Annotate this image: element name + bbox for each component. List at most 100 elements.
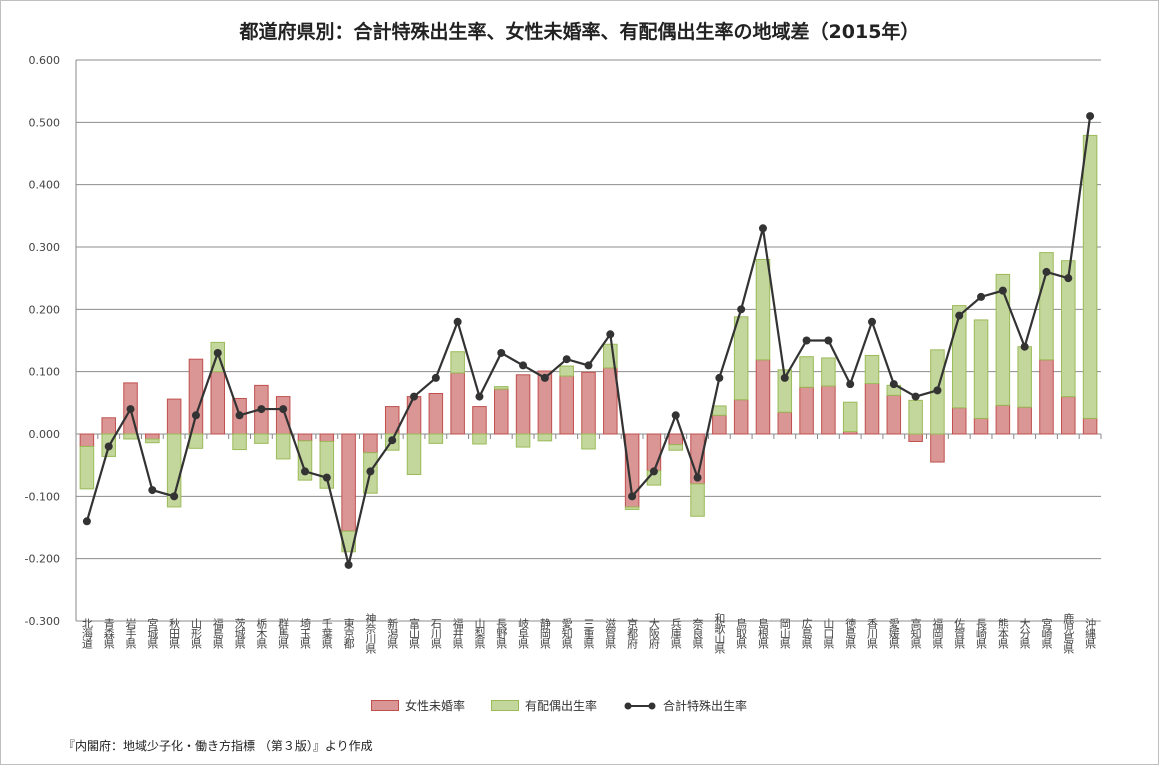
x-tick-label: 和歌山県 xyxy=(713,613,726,655)
x-tick-label: 徳島県 xyxy=(844,618,857,650)
bar-unmarried xyxy=(450,372,465,435)
bar-unmarried xyxy=(559,375,574,435)
x-tick-label: 群馬県 xyxy=(277,617,290,650)
x-tick-label: 京都府 xyxy=(626,617,639,650)
point-tfr xyxy=(519,361,528,370)
bar-unmarried xyxy=(166,398,182,435)
bar-marital-fertility xyxy=(799,356,814,388)
bar-unmarried xyxy=(995,404,1011,435)
legend-label: 女性未婚率 xyxy=(405,699,466,713)
x-tick-label: 宮城県 xyxy=(146,617,159,650)
x-tick-label: 愛媛県 xyxy=(887,618,900,650)
y-tick-label: 0.500 xyxy=(29,116,61,129)
point-tfr xyxy=(410,392,419,401)
x-tick-label: 宮崎県 xyxy=(1040,617,1053,650)
bar-unmarried xyxy=(646,433,662,472)
x-tick-label: 佐賀県 xyxy=(953,617,966,650)
point-tfr xyxy=(889,380,898,389)
point-tfr xyxy=(780,373,789,382)
bar-marital-fertility xyxy=(755,258,771,361)
x-tick-label: 福島県 xyxy=(211,617,224,650)
bar-marital-fertility xyxy=(842,401,858,433)
point-tfr xyxy=(322,473,331,482)
bar-marital-fertility xyxy=(733,316,749,401)
bar-unmarried xyxy=(1082,417,1098,435)
x-tick-label: 岐阜県 xyxy=(517,618,530,650)
chart-title: 都道府県別：合計特殊出生率、女性未婚率、有配偶出生率の地域差（2015年） xyxy=(239,21,920,43)
bar-marital-fertility xyxy=(275,433,291,460)
x-tick-label: 富山県 xyxy=(408,617,421,650)
bar-marital-fertility xyxy=(1061,260,1076,398)
bar-unmarried xyxy=(515,374,531,435)
x-tick-label: 大分県 xyxy=(1018,617,1031,650)
bar-marital-fertility xyxy=(951,305,967,409)
x-tick-label: 東京都 xyxy=(342,618,355,649)
bar-marital-fertility xyxy=(537,433,553,442)
x-tick-label: 島根県 xyxy=(756,617,769,650)
point-tfr xyxy=(933,386,942,395)
point-tfr xyxy=(191,411,200,420)
bar-unmarried xyxy=(777,411,793,435)
bar-unmarried xyxy=(210,371,226,435)
x-tick-label: 秋田県 xyxy=(168,617,181,650)
bar-unmarried xyxy=(668,433,683,446)
point-tfr xyxy=(344,560,353,569)
y-tick-label: -0.100 xyxy=(25,490,60,503)
x-tick-label: 山口県 xyxy=(822,618,835,650)
x-tick-label: 新潟県 xyxy=(386,617,399,650)
point-tfr xyxy=(388,436,397,445)
point-tfr xyxy=(475,392,484,401)
x-tick-label: 広島県 xyxy=(800,618,813,650)
legend: 女性未婚率 有配偶出生率 合計特殊出生率 xyxy=(371,697,747,714)
bar-marital-fertility xyxy=(1039,252,1054,361)
point-tfr xyxy=(671,411,680,420)
y-tick-label: 0.600 xyxy=(29,54,61,67)
point-tfr xyxy=(758,224,767,233)
y-tick-label: -0.200 xyxy=(25,553,60,566)
bar-marital-fertility xyxy=(428,433,444,444)
y-tick-label: 0.300 xyxy=(29,241,61,254)
point-tfr xyxy=(235,411,244,420)
bar-unmarried xyxy=(1061,396,1076,435)
x-tick-label: 熊本県 xyxy=(996,617,1009,650)
legend-swatch-red xyxy=(371,700,399,711)
x-tick-label: 埼玉県 xyxy=(298,617,311,650)
x-tick-label: 栃木県 xyxy=(255,617,268,650)
bar-unmarried xyxy=(472,406,487,435)
point-tfr xyxy=(431,373,440,382)
bar-unmarried xyxy=(973,417,989,435)
bar-unmarried xyxy=(581,371,596,435)
x-tick-label: 高知県 xyxy=(909,617,922,650)
bar-unmarried xyxy=(930,433,945,463)
point-tfr xyxy=(715,373,724,382)
x-tick-label: 千葉県 xyxy=(320,618,333,650)
point-tfr xyxy=(606,330,615,339)
y-tick-label: 0.400 xyxy=(29,179,61,192)
bar-marital-fertility xyxy=(1017,346,1032,408)
bar-unmarried xyxy=(363,433,378,454)
point-tfr xyxy=(104,442,113,451)
point-tfr xyxy=(824,336,833,345)
x-tick-label: 愛知県 xyxy=(560,618,573,650)
bar-marital-fertility xyxy=(145,438,160,444)
x-tick-label: 静岡県 xyxy=(538,617,551,650)
bar-unmarried xyxy=(494,388,509,435)
bar-marital-fertility xyxy=(777,369,793,413)
x-tick-label: 山形県 xyxy=(189,618,202,650)
bar-unmarried xyxy=(712,414,727,435)
x-tick-label: 鹿児島県 xyxy=(1062,612,1075,655)
point-tfr xyxy=(562,355,571,364)
bar-unmarried xyxy=(79,433,95,447)
point-tfr xyxy=(213,348,222,357)
bar-marital-fertility xyxy=(494,386,509,390)
point-tfr xyxy=(300,467,309,476)
point-tfr xyxy=(366,467,375,476)
bar-unmarried xyxy=(1017,406,1032,435)
bar-marital-fertility xyxy=(515,433,531,448)
x-tick-label: 長崎県 xyxy=(975,618,988,650)
bar-marital-fertility xyxy=(79,445,95,490)
bar-unmarried xyxy=(821,385,836,435)
x-tick-label: 茨城県 xyxy=(233,617,246,650)
bar-unmarried xyxy=(908,433,923,442)
